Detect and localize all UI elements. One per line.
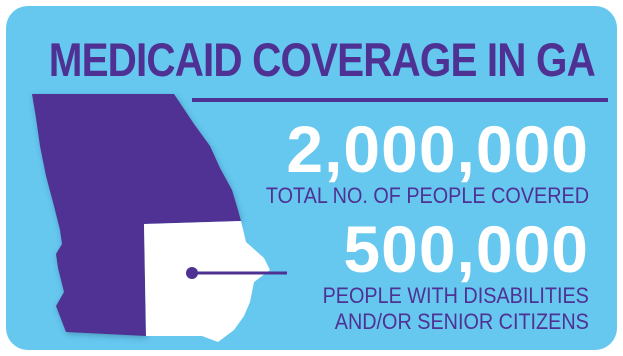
title-divider	[192, 98, 608, 102]
disabilities-seniors-label-line-2: AND/OR SENIOR CITIZENS	[334, 309, 589, 334]
infographic-title: MEDICAID COVERAGE IN GA	[48, 33, 596, 86]
total-covered-label: TOTAL NO. OF PEOPLE COVERED	[265, 183, 589, 208]
disabilities-seniors-label: PEOPLE WITH DISABILITIES AND/OR SENIOR C…	[323, 283, 589, 335]
disabilities-seniors-value: 500,000	[343, 212, 589, 286]
subset-region-shape	[144, 221, 270, 342]
georgia-map	[32, 94, 287, 342]
total-covered-value: 2,000,000	[286, 112, 589, 186]
disabilities-seniors-label-line-1: PEOPLE WITH DISABILITIES	[322, 283, 589, 308]
connector-dot	[186, 267, 198, 279]
georgia-state-shape	[32, 94, 241, 336]
infographic-card: MEDICAID COVERAGE IN GA 2,000,000 TOTAL …	[6, 6, 617, 350]
